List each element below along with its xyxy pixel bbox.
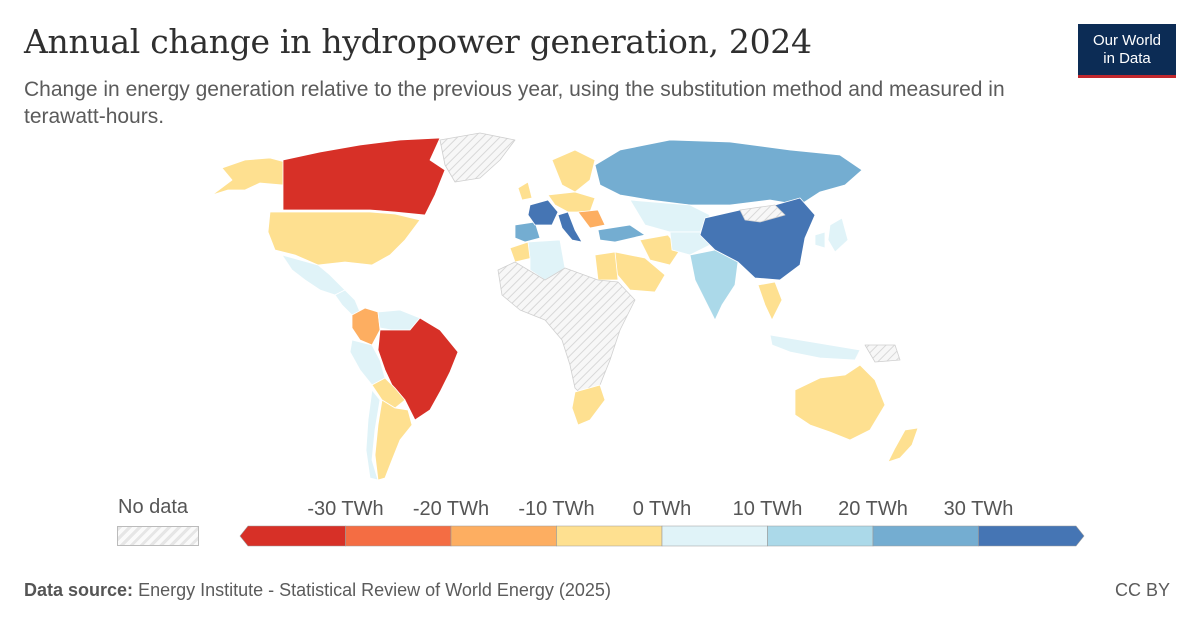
logo-line-1: Our World (1092, 31, 1162, 49)
alaska-shape[interactable] (211, 157, 286, 196)
legend-bin[interactable] (556, 525, 663, 547)
legend-tick-label: 10 TWh (733, 498, 803, 520)
france-shape[interactable] (527, 199, 559, 226)
canada-shape[interactable] (282, 137, 446, 216)
legend-tick-label: -10 TWh (518, 498, 594, 520)
japan-shape[interactable] (827, 217, 849, 253)
papua-nodata-shape[interactable] (864, 344, 901, 363)
no-data-label: No data (118, 496, 189, 518)
license-link[interactable]: CC BY (1114, 580, 1170, 600)
data-source-text: Energy Institute - Statistical Review of… (138, 580, 611, 600)
iberia-shape[interactable] (514, 221, 541, 243)
australia-shape[interactable] (794, 364, 886, 441)
central-america-shape[interactable] (334, 289, 361, 316)
chart-subtitle: Change in energy generation relative to … (24, 78, 1005, 128)
logo-line-2: in Data (1103, 49, 1151, 67)
central-asia-shape[interactable] (669, 231, 711, 256)
legend-tick-label: -30 TWh (307, 498, 383, 520)
indonesia-shape[interactable] (769, 334, 861, 361)
south-africa-shape[interactable] (571, 384, 606, 426)
legend-bin[interactable] (450, 525, 557, 547)
usa-shape[interactable] (267, 211, 421, 266)
brazil-shape[interactable] (377, 317, 459, 421)
colombia-shape[interactable] (351, 307, 381, 346)
mongolia-nodata-shape[interactable] (739, 204, 786, 223)
color-legend: -30 TWh -20 TWh -10 TWh 0 TWh 10 TWh 20 TWh 30… (239, 498, 1085, 547)
russia-shape[interactable] (594, 139, 863, 206)
legend-bin[interactable] (978, 525, 1085, 547)
new-zealand-shape[interactable] (887, 427, 919, 463)
chile-shape[interactable] (365, 389, 381, 480)
turkey-shape[interactable] (597, 224, 646, 243)
data-source: Data source: Energy Institute - Statisti… (24, 580, 611, 601)
uk-shape[interactable] (517, 181, 533, 201)
data-source-label: Data source: (24, 580, 134, 600)
balkans-shape[interactable] (577, 209, 606, 229)
egypt-shape[interactable] (594, 251, 619, 281)
korea-shape[interactable] (814, 231, 826, 249)
legend-bin[interactable] (767, 525, 874, 547)
no-data-swatch (117, 526, 199, 546)
legend-bin[interactable] (239, 525, 346, 547)
iran-shape[interactable] (639, 234, 681, 266)
chart-title: Annual change in hydropower generation, … (24, 22, 812, 61)
legend-tick-label: -20 TWh (413, 498, 489, 520)
legend-tick-label: 20 TWh (838, 498, 908, 520)
legend-bin[interactable] (661, 525, 768, 547)
legend-bin[interactable] (872, 525, 979, 547)
argentina-shape[interactable] (374, 399, 413, 480)
world-map (211, 132, 919, 480)
nordic-shape[interactable] (551, 149, 596, 193)
legend-bin[interactable] (345, 525, 452, 547)
legend-tick-label: 0 TWh (633, 498, 692, 520)
owid-logo[interactable]: Our World in Data (1078, 24, 1176, 78)
southeast-asia-shape[interactable] (757, 281, 783, 321)
legend-tick-label: 30 TWh (944, 498, 1014, 520)
africa-nodata-shape[interactable] (497, 261, 636, 399)
italy-shape[interactable] (557, 211, 583, 243)
greenland-shape[interactable] (439, 132, 516, 183)
india-shape[interactable] (689, 249, 739, 321)
